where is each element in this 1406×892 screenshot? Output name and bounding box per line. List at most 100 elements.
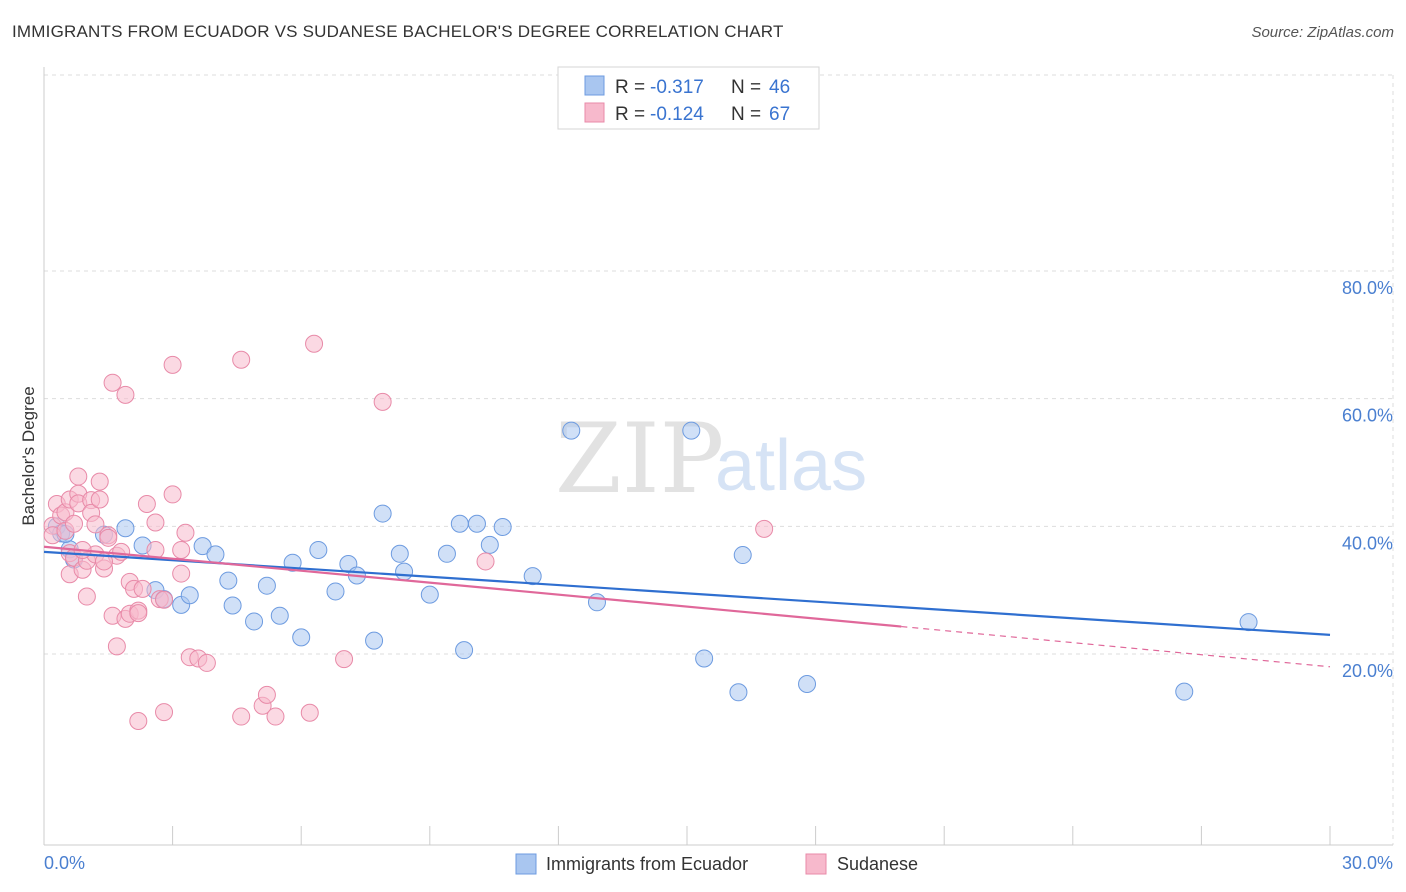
point-ecuador	[292, 628, 311, 647]
legend-r-label-ecuador: R =	[615, 77, 645, 98]
point-sudanese	[755, 519, 774, 538]
point-ecuador	[326, 582, 345, 601]
point-sudanese	[116, 385, 135, 404]
point-sudanese	[373, 392, 392, 411]
point-ecuador	[682, 421, 701, 440]
point-ecuador	[395, 562, 414, 581]
point-sudanese	[163, 485, 182, 504]
point-sudanese	[99, 528, 118, 547]
point-sudanese	[163, 355, 182, 374]
y-tick-label: 80.0%	[1342, 278, 1393, 298]
point-ecuador	[450, 514, 469, 533]
legend-r-label-sudanese: R =	[615, 104, 645, 125]
point-sudanese	[155, 590, 174, 609]
point-ecuador	[206, 545, 225, 564]
bottom-legend-label-sudanese: Sudanese	[837, 854, 918, 874]
point-ecuador	[116, 519, 135, 538]
watermark-zip: ZIP	[555, 403, 724, 515]
legend-swatch-sudanese	[584, 102, 605, 123]
series-legend: Immigrants from Ecuador Sudanese	[515, 853, 918, 875]
point-sudanese	[197, 653, 216, 672]
point-sudanese	[90, 490, 109, 509]
point-sudanese	[172, 540, 191, 559]
point-sudanese	[129, 604, 148, 623]
bottom-legend-label-ecuador: Immigrants from Ecuador	[546, 854, 748, 874]
x-tick-label-min: 0.0%	[44, 853, 85, 873]
point-sudanese	[69, 467, 88, 486]
point-sudanese	[77, 587, 96, 606]
point-ecuador	[523, 567, 542, 586]
point-ecuador	[1175, 682, 1194, 701]
legend-n-value-sudanese: 67	[769, 104, 790, 125]
point-ecuador	[309, 540, 328, 559]
point-sudanese	[172, 564, 191, 583]
point-sudanese	[257, 685, 276, 704]
point-sudanese	[86, 515, 105, 534]
trend-lines	[43, 545, 1331, 668]
point-sudanese	[232, 350, 251, 369]
point-ecuador	[373, 504, 392, 523]
legend-r-value-ecuador: -0.317	[650, 77, 704, 98]
legend-n-label-sudanese: N =	[731, 104, 761, 125]
source-credit: Source: ZipAtlas.com	[1251, 24, 1394, 41]
point-ecuador	[270, 606, 289, 625]
legend-n-label-ecuador: N =	[731, 77, 761, 98]
point-ecuador	[798, 675, 817, 694]
point-ecuador	[1239, 613, 1258, 632]
point-ecuador	[733, 546, 752, 565]
point-ecuador	[493, 517, 512, 536]
point-sudanese	[176, 523, 195, 542]
point-sudanese	[155, 703, 174, 722]
point-sudanese	[137, 494, 156, 513]
point-ecuador	[420, 585, 439, 604]
y-tick-label: 40.0%	[1342, 533, 1393, 553]
point-ecuador	[193, 537, 212, 556]
point-sudanese	[305, 334, 324, 353]
point-sudanese	[266, 707, 285, 726]
y-axis-title: Bachelor's Degree	[19, 386, 38, 525]
legend-n-value-ecuador: 46	[769, 77, 790, 98]
point-sudanese	[146, 513, 165, 532]
axes	[43, 67, 1393, 846]
y-tick-label: 20.0%	[1342, 661, 1393, 681]
point-ecuador	[587, 593, 606, 612]
bottom-legend-swatch-ecuador	[515, 853, 537, 875]
point-ecuador	[365, 631, 384, 650]
y-tick-label: 60.0%	[1342, 406, 1393, 426]
legend-r-value-sudanese: -0.124	[650, 104, 704, 125]
trend-line-sudanese	[43, 545, 902, 628]
point-ecuador	[467, 514, 486, 533]
point-ecuador	[180, 586, 199, 605]
point-sudanese	[103, 373, 122, 392]
point-ecuador	[562, 421, 581, 440]
point-ecuador	[437, 544, 456, 563]
point-ecuador	[390, 544, 409, 563]
legend-swatch-ecuador	[584, 75, 605, 96]
y-tick-labels: 20.0% 40.0% 60.0% 80.0%	[1342, 278, 1393, 681]
point-ecuador	[480, 535, 499, 554]
x-tick-label-max: 30.0%	[1342, 853, 1393, 873]
point-ecuador	[245, 612, 264, 631]
point-sudanese	[65, 514, 84, 533]
correlation-legend: R = -0.317 N = 46 R = -0.124 N = 67	[557, 66, 820, 130]
point-sudanese	[300, 703, 319, 722]
point-ecuador	[219, 571, 238, 590]
point-ecuador	[455, 641, 474, 660]
point-sudanese	[335, 650, 354, 669]
trend-line-sudanese-extrapolated	[901, 625, 1331, 668]
point-ecuador	[695, 649, 714, 668]
point-sudanese	[232, 707, 251, 726]
point-sudanese	[133, 579, 152, 598]
point-ecuador	[223, 596, 242, 615]
point-ecuador	[257, 576, 276, 595]
point-sudanese	[107, 637, 126, 656]
chart-title: IMMIGRANTS FROM ECUADOR VS SUDANESE BACH…	[12, 22, 784, 41]
bottom-legend-swatch-sudanese	[805, 853, 827, 875]
point-sudanese	[90, 472, 109, 491]
data-points	[43, 334, 1258, 731]
point-sudanese	[476, 552, 495, 571]
point-ecuador	[729, 683, 748, 702]
point-sudanese	[129, 712, 148, 731]
watermark-atlas: atlas	[715, 426, 867, 506]
